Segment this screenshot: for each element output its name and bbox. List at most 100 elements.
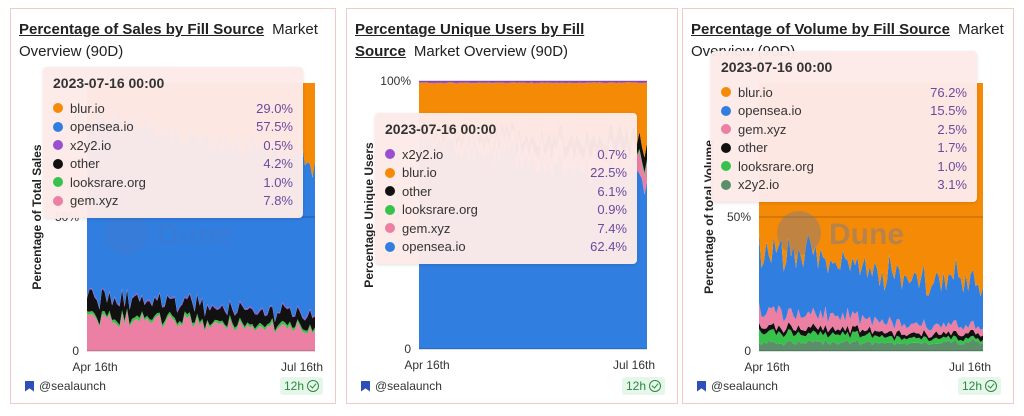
tooltip-series-name: gem.xyz	[738, 121, 787, 137]
x-tick-label: Apr 16th	[404, 358, 449, 372]
refresh-badge[interactable]: 12h	[621, 377, 665, 395]
footer-author[interactable]: @sealaunch	[361, 379, 442, 393]
legend-dot-icon	[53, 177, 63, 188]
check-circle-icon	[985, 380, 997, 392]
legend-dot-icon	[385, 241, 395, 252]
tooltip-row: gem.xyz 7.4%	[385, 219, 627, 238]
chart-tooltip: 2023-07-16 00:00 x2y2.io 0.7% blur.io 22.5% o…	[375, 113, 637, 264]
tooltip-row: x2y2.io 0.7%	[385, 145, 627, 164]
area-series-x2y2-io[interactable]	[419, 81, 647, 84]
tooltip-series-name: blur.io	[402, 165, 437, 181]
area-series-other[interactable]	[87, 288, 315, 332]
chart-tooltip: 2023-07-16 00:00 blur.io 29.0% opensea.io 57…	[43, 67, 303, 218]
tooltip-series-value: 62.4%	[590, 239, 627, 255]
tooltip-series-name: looksrare.org	[402, 202, 478, 218]
y-tick-label: 0	[404, 342, 411, 356]
tooltip-row: looksrare.org 1.0%	[721, 157, 967, 176]
author-handle: @sealaunch	[711, 379, 778, 393]
tooltip-series-value: 1.0%	[937, 158, 967, 174]
tooltip-series-name: looksrare.org	[738, 158, 814, 174]
tooltip-series-name: opensea.io	[402, 239, 466, 255]
chart-tooltip: 2023-07-16 00:00 blur.io 76.2% opensea.io 15…	[711, 51, 977, 202]
tooltip-row: opensea.io 62.4%	[385, 238, 627, 257]
legend-dot-icon	[721, 124, 731, 135]
chart-title-link[interactable]: Percentage of Sales by Fill Source	[19, 21, 265, 38]
dune-watermark: Dune	[157, 218, 232, 251]
tooltip-row: blur.io 29.0%	[53, 99, 293, 118]
tooltip-row: looksrare.org 1.0%	[53, 173, 293, 192]
chart-title-link[interactable]: Percentage of Volume by Fill Source	[691, 21, 950, 38]
footer-author[interactable]: @sealaunch	[25, 379, 106, 393]
dune-logo-icon	[105, 211, 149, 255]
tooltip-row: blur.io 22.5%	[385, 164, 627, 183]
legend-dot-icon	[53, 140, 63, 151]
area-series-gem-xyz[interactable]	[759, 302, 983, 338]
chart-title-link[interactable]: Percentage Unique Users by Fill Source	[355, 21, 585, 60]
x-tick-label: Apr 16th	[744, 360, 789, 374]
legend-dot-icon	[53, 103, 63, 114]
tooltip-series-value: 15.5%	[930, 103, 967, 119]
tooltip-series-value: 0.9%	[597, 202, 627, 218]
tooltip-series-name: x2y2.io	[402, 146, 444, 162]
tooltip-series-value: 7.8%	[263, 193, 293, 209]
refresh-badge[interactable]: 12h	[279, 377, 323, 395]
legend-dot-icon	[53, 158, 63, 169]
legend-dot-icon	[721, 142, 731, 153]
tooltip-series-name: other	[402, 183, 432, 199]
tooltip-series-value: 0.5%	[263, 137, 293, 153]
tooltip-series-value: 3.1%	[937, 177, 967, 193]
legend-dot-icon	[721, 105, 731, 116]
tooltip-date: 2023-07-16 00:00	[721, 59, 833, 75]
tooltip-series-name: opensea.io	[738, 103, 802, 119]
refresh-interval: 12h	[961, 379, 982, 393]
refresh-badge[interactable]: 12h	[957, 377, 1001, 395]
tooltip-series-value: 1.7%	[937, 140, 967, 156]
legend-dot-icon	[721, 179, 731, 190]
dune-logo-icon	[777, 211, 821, 255]
chart-panel-volume: 0 50% Apr 16th Jul 16th Percentage of total …	[682, 8, 1014, 404]
area-series-x2y2-io[interactable]	[87, 287, 315, 323]
tooltip-series-value: 22.5%	[590, 165, 627, 181]
legend-dot-icon	[53, 121, 63, 132]
tooltip-row: other 6.1%	[385, 182, 627, 201]
tooltip-series-value: 7.4%	[597, 220, 627, 236]
tooltip-series-name: other	[738, 140, 768, 156]
tooltip-series-value: 1.0%	[263, 174, 293, 190]
tooltip-row: gem.xyz 7.8%	[53, 192, 293, 211]
tooltip-series-name: opensea.io	[70, 119, 134, 135]
area-series-other[interactable]	[759, 322, 983, 342]
tooltip-row: other 1.7%	[721, 139, 967, 158]
area-series-opensea-io[interactable]	[759, 233, 983, 331]
bookmark-icon	[25, 380, 34, 392]
dune-watermark: Dune	[829, 218, 904, 251]
legend-dot-icon	[53, 195, 63, 206]
tooltip-series-value: 29.0%	[256, 100, 293, 116]
footer-author[interactable]: @sealaunch	[697, 379, 778, 393]
tooltip-series-value: 4.2%	[263, 156, 293, 172]
tooltip-row: blur.io 76.2%	[721, 83, 967, 102]
y-tick-label: 50%	[727, 210, 751, 224]
author-handle: @sealaunch	[375, 379, 442, 393]
area-series-looksrare-org[interactable]	[87, 308, 315, 334]
tooltip-series-name: x2y2.io	[738, 177, 780, 193]
tooltip-series-value: 57.5%	[256, 119, 293, 135]
area-series-gem-xyz[interactable]	[87, 310, 315, 351]
chart-title: Percentage of Sales by Fill Source Market…	[19, 19, 329, 63]
legend-dot-icon	[385, 149, 395, 160]
chart-subtitle: Market Overview (90D)	[413, 43, 569, 60]
author-handle: @sealaunch	[39, 379, 106, 393]
tooltip-row: looksrare.org 0.9%	[385, 201, 627, 220]
x-tick-label: Jul 16th	[281, 360, 323, 374]
tooltip-row: opensea.io 57.5%	[53, 118, 293, 137]
area-series-looksrare-org[interactable]	[759, 328, 983, 346]
tooltip-row: x2y2.io 0.5%	[53, 136, 293, 155]
area-series-x2y2-io[interactable]	[759, 338, 983, 351]
y-axis-label: Percentage of Total Sales	[30, 144, 44, 289]
tooltip-series-value: 6.1%	[597, 183, 627, 199]
tooltip-series-value: 0.7%	[597, 146, 627, 162]
legend-dot-icon	[385, 167, 395, 178]
tooltip-series-name: other	[70, 156, 100, 172]
bookmark-icon	[361, 380, 370, 392]
legend-dot-icon	[385, 186, 395, 197]
